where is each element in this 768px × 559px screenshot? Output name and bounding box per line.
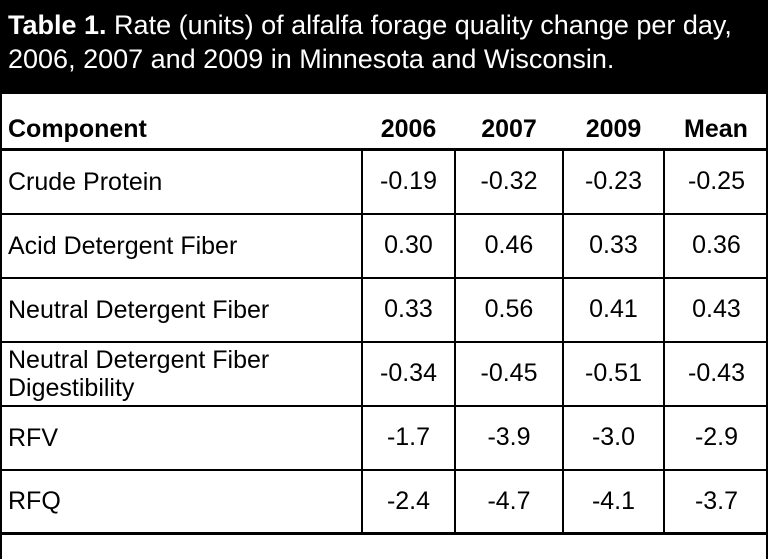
cell-2009: 0.33 xyxy=(562,213,664,279)
cell-2007: 0.56 xyxy=(454,277,563,343)
table-title-text: Rate (units) of alfalfa forage quality c… xyxy=(8,10,732,74)
header-2007: 2007 xyxy=(455,94,563,151)
header-2006: 2006 xyxy=(362,94,455,151)
cell-2006: 0.30 xyxy=(361,213,455,279)
cell-2007: -4.7 xyxy=(454,469,563,535)
cell-2009: 0.41 xyxy=(562,277,664,343)
cell-2009: -3.0 xyxy=(562,405,664,471)
table-row: RFV -1.7 -3.9 -3.0 -2.9 xyxy=(0,405,768,471)
row-component: Neutral Detergent Fiber xyxy=(0,277,362,343)
cell-2006: 0.33 xyxy=(361,277,455,343)
cell-mean: 0.43 xyxy=(663,277,768,343)
row-component: Crude Protein xyxy=(0,149,362,215)
table-row: Crude Protein -0.19 -0.32 -0.23 -0.25 xyxy=(0,149,768,215)
cell-mean: -0.43 xyxy=(663,341,768,407)
cell-2009: -4.1 xyxy=(562,469,664,535)
table-row: Acid Detergent Fiber 0.30 0.46 0.33 0.36 xyxy=(0,213,768,279)
table-row: RFQ -2.4 -4.7 -4.1 -3.7 xyxy=(0,469,768,535)
table-row: Neutral Detergent Fiber Digestibility -0… xyxy=(0,341,768,407)
cell-2009: -0.51 xyxy=(562,341,664,407)
cell-2006: -0.19 xyxy=(361,149,455,215)
cell-2009: -0.23 xyxy=(562,149,664,215)
table-title-label: Table 1. xyxy=(8,10,107,40)
cell-mean: -0.25 xyxy=(663,149,768,215)
row-component: RFV xyxy=(0,405,362,471)
cell-mean: -2.9 xyxy=(663,405,768,471)
data-table: Component 2006 2007 2009 Mean Crude Prot… xyxy=(0,94,768,535)
cell-2007: 0.46 xyxy=(454,213,563,279)
header-row: Component 2006 2007 2009 Mean xyxy=(0,94,768,151)
header-mean: Mean xyxy=(664,94,768,151)
cell-2006: -1.7 xyxy=(361,405,455,471)
cell-2006: -2.4 xyxy=(361,469,455,535)
cell-2007: -0.32 xyxy=(454,149,563,215)
cell-mean: 0.36 xyxy=(663,213,768,279)
table-left-border xyxy=(0,94,2,559)
row-component: Acid Detergent Fiber xyxy=(0,213,362,279)
table-title: Table 1. Rate (units) of alfalfa forage … xyxy=(0,0,768,94)
cell-2007: -0.45 xyxy=(454,341,563,407)
header-2009: 2009 xyxy=(563,94,664,151)
cell-mean: -3.7 xyxy=(663,469,768,535)
row-component: Neutral Detergent Fiber Digestibility xyxy=(0,341,362,407)
table-row: Neutral Detergent Fiber 0.33 0.56 0.41 0… xyxy=(0,277,768,343)
row-component: RFQ xyxy=(0,469,362,535)
cell-2006: -0.34 xyxy=(361,341,455,407)
table-right-border xyxy=(766,94,768,559)
header-component: Component xyxy=(0,94,362,151)
cell-2007: -3.9 xyxy=(454,405,563,471)
